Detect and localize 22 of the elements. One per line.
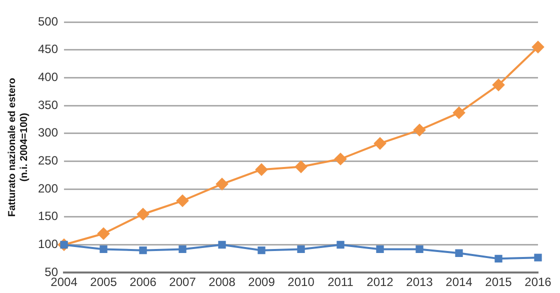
y-tick-label: 350 [38, 98, 58, 112]
x-tick-label: 2010 [288, 275, 315, 290]
y-tick-label: 200 [38, 181, 58, 196]
x-tick-label: 2015 [485, 275, 512, 290]
y-tick-label: 100 [38, 237, 58, 252]
x-tick-label: 2009 [248, 275, 276, 290]
y-tick-label: 450 [38, 42, 58, 56]
x-tick-label: 2013 [406, 275, 434, 290]
y-tick-label: 250 [38, 154, 58, 168]
x-tick-label: 2012 [366, 275, 394, 290]
x-tick-label: 2014 [446, 275, 473, 290]
x-tick-label: 2008 [208, 275, 236, 290]
y-tick-label: 300 [38, 126, 58, 140]
x-tick-label: 2007 [169, 275, 196, 290]
x-tick-label: 2016 [524, 275, 552, 290]
y-tick-label: 150 [38, 209, 58, 224]
x-tick-label: 2011 [328, 275, 354, 290]
y-tick-label: 500 [38, 14, 58, 28]
y-axis-title: Fatturato nazionale ed estero (n.i. 2004=100) [6, 78, 30, 217]
x-tick-label: 2005 [90, 275, 118, 290]
y-tick-label: 400 [38, 70, 58, 84]
x-tick-label: 2006 [130, 275, 157, 290]
